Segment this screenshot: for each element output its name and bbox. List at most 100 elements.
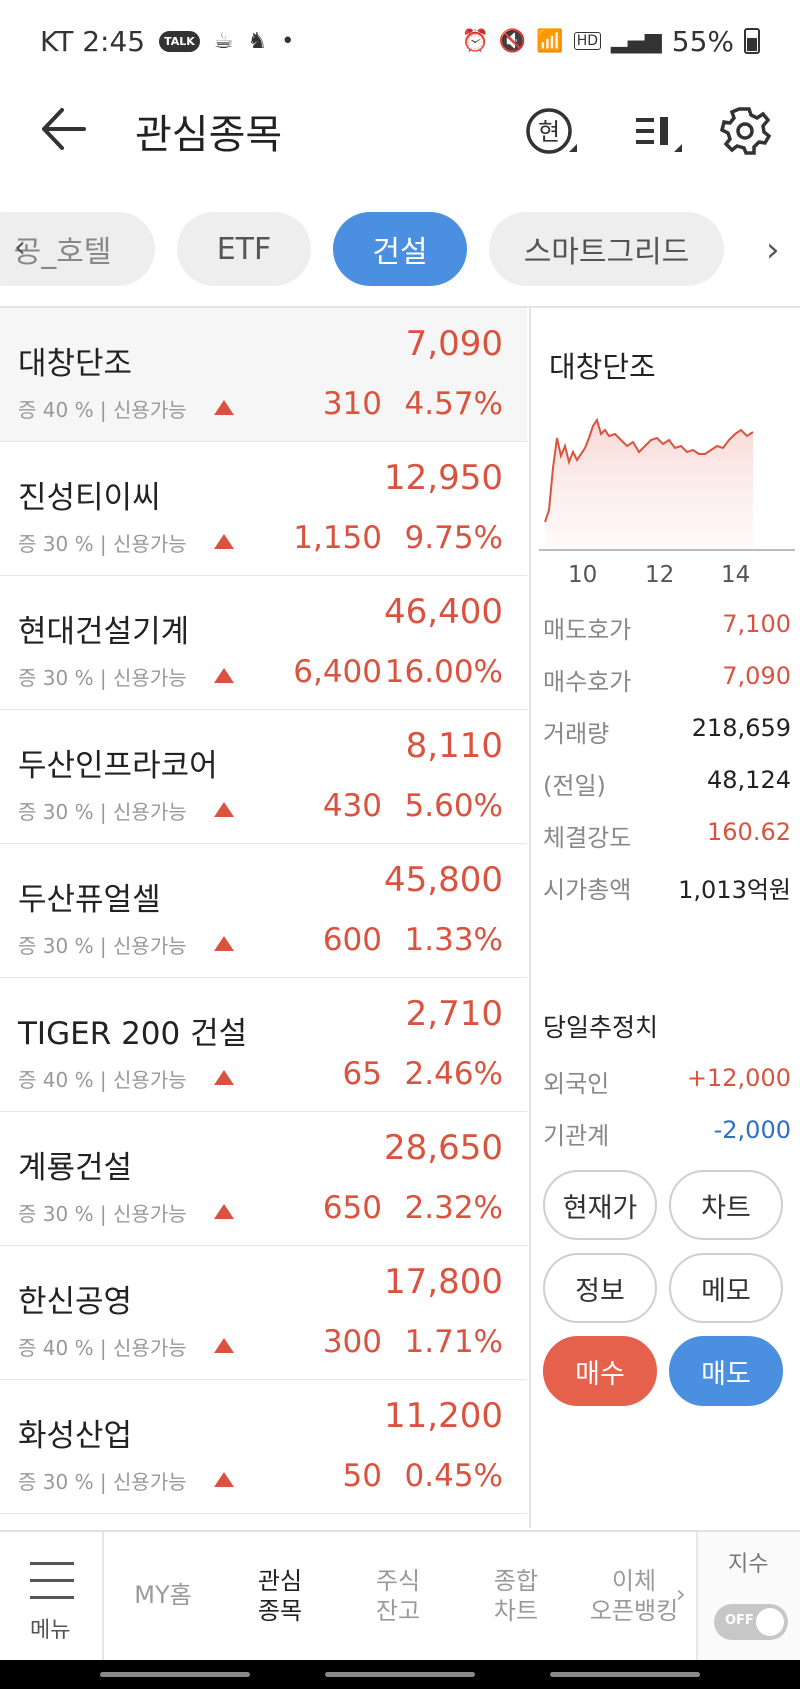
stock-name: 대창단조 (18, 346, 133, 382)
stock-row[interactable]: 한신공영 17,800 증 40 % | 신용가능 300 1.71% (0, 1246, 527, 1380)
buy-button[interactable]: 매수 (543, 1336, 657, 1406)
stock-change-rate: 2.46% (404, 1056, 503, 1092)
tab-construction[interactable]: 건설 (333, 212, 467, 286)
stock-price: 11,200 (384, 1396, 503, 1436)
estimate-row: 외국인 +12,000 (543, 1060, 791, 1104)
nav-item[interactable]: 관심 종목 (225, 1566, 335, 1626)
selected-stock-name: 대창단조 (549, 350, 656, 384)
estimate-row: 기관계 -2,000 (543, 1112, 791, 1156)
alarm-icon: ⏰ (461, 28, 489, 54)
index-toggle[interactable]: OFF (714, 1604, 788, 1640)
chart-x-label: 12 (645, 562, 675, 588)
stock-row[interactable]: 두산인프라코어 8,110 증 30 % | 신용가능 430 5.60% (0, 710, 527, 844)
estimate-value: +12,000 (686, 1064, 791, 1092)
stock-row[interactable]: 현대건설기계 46,400 증 30 % | 신용가능 6,400 16.00% (0, 576, 527, 710)
up-triangle-icon (214, 534, 234, 549)
chevron-right-icon[interactable]: › (676, 1580, 686, 1608)
stock-name: TIGER 200 건설 (18, 1016, 248, 1052)
stock-name: 계룡건설 (18, 1150, 133, 1186)
quote-value: 7,090 (722, 662, 791, 690)
stock-margin-info: 증 40 % | 신용가능 (18, 398, 187, 422)
stock-row[interactable]: 진성티이씨 12,950 증 30 % | 신용가능 1,150 9.75% (0, 442, 527, 576)
stock-price: 2,710 (405, 994, 503, 1034)
quote-value: 48,124 (707, 766, 791, 794)
nav-item[interactable]: MY홈 (108, 1580, 218, 1610)
up-triangle-icon (214, 400, 234, 415)
nav-item-label: 오픈뱅킹 (589, 1597, 679, 1625)
stock-price: 17,800 (384, 1262, 503, 1302)
back-arrow-icon[interactable] (38, 104, 88, 154)
stock-margin-info: 증 40 % | 신용가능 (18, 1068, 187, 1092)
stock-margin-info: 증 30 % | 신용가능 (18, 934, 187, 958)
quote-value: 7,100 (722, 610, 791, 638)
chevron-left-icon[interactable]: ‹ (14, 230, 26, 265)
menu-button[interactable]: 메뉴 (0, 1532, 104, 1660)
info-button[interactable]: 정보 (543, 1253, 657, 1323)
chart-button[interactable]: 차트 (669, 1170, 783, 1240)
stock-change-rate: 5.60% (404, 788, 503, 824)
tab-etf[interactable]: ETF (177, 212, 311, 286)
list-view-icon[interactable] (632, 104, 686, 158)
wifi-icon: 📶 (536, 28, 564, 54)
stock-change: 50 (342, 1458, 382, 1494)
stock-row[interactable]: TIGER 200 건설 2,710 증 40 % | 신용가능 65 2.46% (0, 978, 527, 1112)
chevron-right-icon[interactable]: › (766, 230, 780, 270)
intraday-mini-chart[interactable] (539, 418, 795, 578)
watchlist-tabs: 공_호텔 ‹ ETF 건설 스마트그리드 › (0, 212, 800, 288)
stock-row[interactable]: 대창단조 7,090 증 40 % | 신용가능 310 4.57% (0, 308, 527, 442)
bottom-nav: 메뉴 MY홈 관심 종목 주식 잔고 종합 차트 이체 오픈뱅킹 › 지수 OFF (0, 1532, 800, 1660)
nav-item-label: 이체 (611, 1567, 657, 1595)
system-nav-recent[interactable] (100, 1672, 250, 1677)
nav-item[interactable]: 종합 차트 (461, 1566, 571, 1626)
stock-price: 46,400 (384, 592, 503, 632)
stock-price: 45,800 (384, 860, 503, 900)
stock-change-rate: 16.00% (384, 654, 503, 690)
system-nav-back[interactable] (550, 1672, 700, 1677)
nav-item-label: 주식 (375, 1567, 421, 1595)
nav-item[interactable]: 주식 잔고 (343, 1566, 453, 1626)
quote-label: 거래량 (543, 720, 610, 748)
current-price-button[interactable]: 현재가 (543, 1170, 657, 1240)
up-triangle-icon (214, 1472, 234, 1487)
tab-hotel[interactable]: 공_호텔 (0, 212, 155, 286)
app-notification-icon: ♞ (247, 28, 268, 54)
signal-icon: ▂▄▆ (611, 28, 662, 54)
stock-list: 대창단조 7,090 증 40 % | 신용가능 310 4.57% 진성티이씨 12,95… (0, 308, 527, 1514)
mute-icon: 🔇 (498, 28, 527, 54)
stock-row[interactable]: 화성산업 11,200 증 30 % | 신용가능 50 0.45% (0, 1380, 527, 1514)
quote-label: 시가총액 (543, 876, 632, 904)
current-price-toggle-icon[interactable]: 현 (525, 104, 579, 158)
nav-item-label: 차트 (493, 1597, 539, 1625)
quote-value: 1,013억원 (678, 876, 791, 904)
stock-margin-info: 증 30 % | 신용가능 (18, 1202, 187, 1226)
stock-price: 7,090 (405, 324, 503, 364)
gear-icon[interactable] (718, 104, 772, 158)
memo-button[interactable]: 메모 (669, 1253, 783, 1323)
stock-price: 8,110 (405, 726, 503, 766)
up-triangle-icon (214, 668, 234, 683)
estimate-title: 당일추정치 (543, 1013, 659, 1042)
hamburger-icon (30, 1562, 74, 1602)
estimate-label: 기관계 (543, 1122, 610, 1150)
status-time: KT 2:45 (40, 24, 146, 58)
stock-row[interactable]: 두산퓨얼셀 45,800 증 30 % | 신용가능 600 1.33% (0, 844, 527, 978)
nav-item[interactable]: 이체 오픈뱅킹 (579, 1566, 689, 1626)
quote-value: 160.62 (707, 818, 791, 846)
stock-row[interactable]: 계룡건설 28,650 증 30 % | 신용가능 650 2.32% (0, 1112, 527, 1246)
stock-margin-info: 증 30 % | 신용가능 (18, 800, 187, 824)
battery-icon (744, 28, 760, 54)
stock-change: 430 (322, 788, 382, 824)
chart-area (545, 420, 753, 548)
quote-row: (전일) 48,124 (543, 762, 791, 806)
menu-label: 메뉴 (30, 1618, 71, 1643)
sell-button[interactable]: 매도 (669, 1336, 783, 1406)
tab-smart-grid[interactable]: 스마트그리드 (489, 212, 724, 286)
stock-change-rate: 4.57% (404, 386, 503, 422)
coffee-icon: ☕ (213, 28, 234, 54)
up-triangle-icon (214, 1070, 234, 1085)
system-nav-bar (0, 1660, 800, 1689)
price-line (544, 418, 754, 523)
system-nav-home[interactable] (325, 1672, 475, 1677)
stock-price: 12,950 (384, 458, 503, 498)
divider (0, 306, 800, 308)
